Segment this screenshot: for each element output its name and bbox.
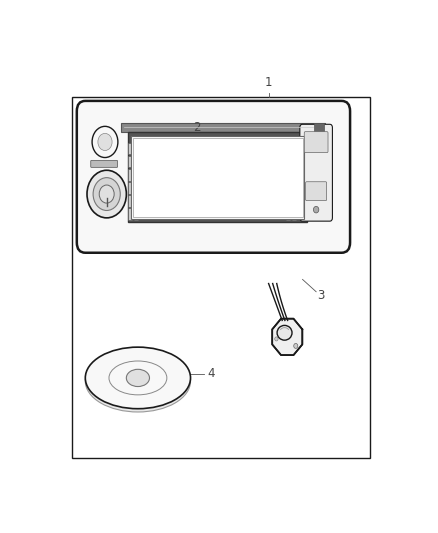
Bar [128, 182, 132, 193]
FancyBboxPatch shape [77, 101, 350, 253]
Bar [131, 136, 304, 219]
Bar [292, 143, 296, 154]
Bar [286, 182, 290, 193]
FancyBboxPatch shape [91, 160, 117, 167]
Bar [128, 195, 132, 207]
Ellipse shape [277, 325, 292, 340]
Bar [72, 97, 371, 458]
Circle shape [294, 343, 298, 349]
Bar [292, 195, 296, 207]
Text: 1: 1 [265, 76, 272, 89]
Bar [134, 143, 138, 154]
Bar [128, 143, 132, 154]
Bar [128, 133, 307, 222]
Bar [314, 124, 324, 133]
Bar [134, 182, 138, 193]
Bar [286, 156, 290, 167]
Circle shape [98, 133, 112, 150]
Bar [292, 182, 296, 193]
FancyBboxPatch shape [300, 124, 332, 221]
FancyBboxPatch shape [306, 182, 327, 200]
Bar [286, 143, 290, 154]
Bar [134, 169, 138, 181]
Circle shape [99, 185, 114, 203]
Bar [128, 156, 132, 167]
Bar [292, 156, 296, 167]
Bar [292, 208, 296, 220]
Bar [134, 195, 138, 207]
Text: 2: 2 [194, 121, 201, 134]
Ellipse shape [85, 350, 191, 412]
Bar [292, 169, 296, 181]
Circle shape [92, 126, 118, 158]
Bar [128, 169, 132, 181]
Polygon shape [272, 319, 302, 355]
Circle shape [87, 170, 127, 218]
Bar [128, 208, 132, 220]
Bar [286, 169, 290, 181]
Bar [134, 156, 138, 167]
FancyBboxPatch shape [304, 132, 328, 152]
Ellipse shape [126, 369, 149, 386]
Bar [286, 195, 290, 207]
Bar [134, 208, 138, 220]
Bar [133, 138, 303, 216]
Bar [286, 208, 290, 220]
Circle shape [314, 206, 319, 213]
Bar [121, 124, 325, 133]
Circle shape [93, 177, 120, 211]
Circle shape [275, 337, 278, 341]
Text: 3: 3 [318, 289, 325, 302]
Text: 4: 4 [207, 367, 215, 381]
Ellipse shape [85, 347, 191, 409]
